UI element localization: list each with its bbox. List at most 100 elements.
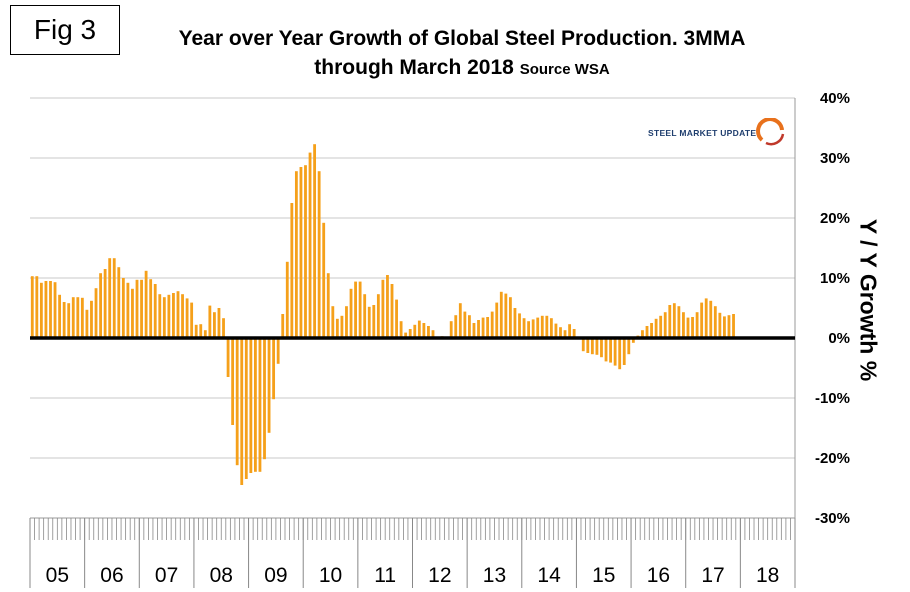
bar (126, 282, 130, 338)
x-tick-label: 14 (537, 564, 561, 587)
bar (199, 324, 203, 338)
bar (431, 330, 435, 338)
bar (490, 311, 494, 338)
bar (358, 281, 362, 338)
bar (263, 338, 266, 460)
y-tick-label: -10% (815, 390, 850, 407)
x-tick-label: 17 (701, 564, 724, 587)
bar (304, 165, 307, 338)
bar (167, 294, 171, 338)
bar (595, 338, 599, 355)
x-tick-label: 16 (647, 564, 670, 587)
bar (659, 315, 663, 338)
bar (449, 321, 453, 338)
x-tick-labels: 05 06 07 08 09 10 11 12 13 14 15 16 17 18 (46, 564, 780, 587)
bar (613, 338, 617, 366)
bar (631, 338, 635, 343)
y-tick-label: 0% (828, 330, 850, 347)
bar (454, 315, 458, 338)
bar (249, 338, 253, 473)
bar (258, 338, 262, 472)
bar (654, 318, 658, 338)
bar (44, 281, 48, 338)
bar (153, 284, 157, 338)
bar (62, 302, 66, 338)
x-tick-label: 09 (264, 564, 287, 587)
bar (340, 315, 344, 338)
bar (732, 314, 735, 338)
bar (540, 315, 544, 338)
bar (335, 318, 339, 338)
x-tick-label: 11 (374, 564, 396, 587)
bar (504, 293, 508, 338)
bar (481, 317, 485, 338)
bar (203, 330, 207, 338)
bar (590, 338, 594, 355)
bar (650, 323, 653, 338)
x-tick-label: 15 (592, 564, 615, 587)
bar (149, 279, 153, 338)
logo-swoosh-icon (756, 118, 785, 146)
bar (90, 300, 93, 338)
x-tick-label: 07 (155, 564, 178, 587)
bar (677, 306, 681, 338)
bar (276, 338, 280, 364)
bar (622, 338, 626, 365)
bar (422, 323, 426, 338)
bar (272, 338, 276, 400)
bar (668, 305, 672, 338)
chart-source-text: Source WSA (519, 61, 610, 78)
bar (513, 308, 517, 338)
bars-series (30, 144, 735, 485)
bar (518, 313, 521, 338)
bar (586, 338, 590, 353)
bar (208, 305, 212, 338)
axes (29, 98, 796, 588)
y-tick-label: -20% (815, 450, 850, 467)
bar (536, 317, 540, 338)
x-tick-label: 12 (428, 564, 451, 587)
bar (35, 276, 39, 338)
bar (135, 279, 139, 338)
bar (372, 305, 376, 338)
bar (417, 320, 421, 338)
bar (313, 144, 317, 338)
bar (71, 297, 75, 338)
bar (290, 203, 294, 338)
bar (408, 329, 412, 338)
y-tick-label: -30% (815, 510, 850, 527)
bar (463, 311, 467, 338)
bar (413, 324, 417, 338)
bar (404, 332, 408, 338)
bar (672, 303, 676, 338)
y-tick-label: 20% (820, 210, 850, 227)
bar (495, 302, 499, 338)
y-tick-label: 10% (820, 270, 850, 287)
bar (67, 303, 71, 338)
bar (563, 330, 567, 338)
bar (213, 312, 216, 338)
bar (718, 312, 722, 338)
x-tick-label: 18 (756, 564, 779, 587)
bar (172, 293, 175, 338)
bar (472, 323, 476, 338)
bar (253, 338, 257, 472)
bar (686, 317, 690, 338)
bar (317, 171, 321, 338)
bar (609, 338, 612, 363)
bar (468, 315, 471, 338)
bar (381, 279, 385, 338)
bar (30, 276, 34, 338)
logo-text: STEEL MARKET UPDATE (648, 128, 757, 138)
bar (600, 338, 603, 358)
bar (522, 318, 526, 338)
chart-title-text: Year over Year Growth of Global Steel Pr… (178, 27, 746, 79)
bar (117, 267, 121, 338)
bar (531, 319, 535, 338)
bar (217, 308, 221, 338)
bar (363, 294, 367, 338)
bar (235, 338, 239, 466)
x-tick-label: 08 (210, 564, 233, 587)
x-tick-label: 10 (319, 564, 342, 587)
chart-title: Year over Year Growth of Global Steel Pr… (122, 24, 802, 84)
